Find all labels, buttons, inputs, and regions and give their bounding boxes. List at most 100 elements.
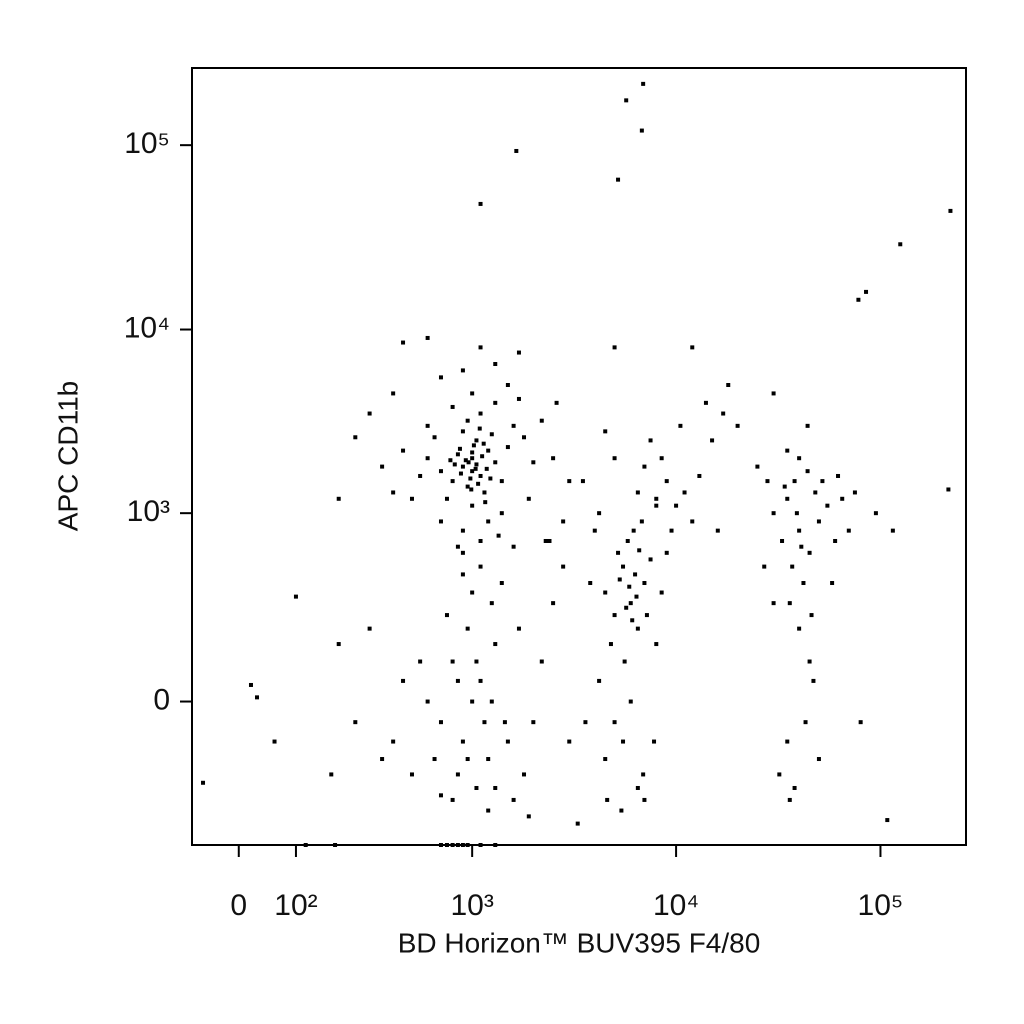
point [567, 739, 572, 744]
point [603, 590, 608, 595]
point [478, 411, 483, 416]
point [483, 500, 488, 505]
x-tick-label: 10⁴ [653, 889, 699, 922]
point [628, 601, 633, 606]
point [474, 659, 479, 664]
point [460, 528, 465, 533]
point [516, 396, 521, 401]
point [807, 550, 812, 555]
point [478, 843, 483, 847]
point [597, 511, 602, 516]
point [438, 519, 443, 524]
point [715, 528, 720, 533]
point [575, 821, 580, 826]
point [425, 699, 430, 704]
point [803, 720, 808, 725]
point [460, 368, 465, 373]
point [547, 538, 552, 543]
point [457, 446, 462, 451]
point [478, 345, 483, 350]
point [391, 391, 396, 396]
point [580, 479, 585, 484]
point [482, 490, 487, 495]
point [482, 720, 487, 725]
point [654, 642, 659, 647]
point [669, 528, 674, 533]
point [465, 626, 470, 631]
point [820, 479, 825, 484]
point [771, 511, 776, 516]
point [448, 458, 453, 463]
x-axis-label: BD Horizon™ BUV395 F4/80 [398, 927, 761, 958]
point [401, 448, 406, 453]
point [493, 843, 498, 847]
point [293, 594, 298, 599]
point [641, 772, 646, 777]
point [852, 490, 857, 495]
point [652, 739, 657, 744]
point [484, 466, 489, 471]
point [637, 548, 642, 553]
point [588, 581, 593, 586]
point [522, 772, 527, 777]
point [612, 613, 617, 618]
point [787, 601, 792, 606]
point [460, 429, 465, 434]
point [885, 818, 890, 823]
point [470, 456, 475, 461]
point [830, 581, 835, 586]
point [455, 544, 460, 549]
point [272, 739, 277, 744]
point [486, 448, 491, 453]
point [785, 739, 790, 744]
point [450, 479, 455, 484]
point [438, 469, 443, 474]
point [438, 793, 443, 798]
point [367, 411, 372, 416]
point [616, 177, 621, 182]
point [639, 128, 644, 133]
point [554, 400, 559, 405]
point [624, 98, 629, 103]
y-tick-label: 10³ [127, 495, 170, 528]
point [444, 496, 449, 501]
point [539, 418, 544, 423]
point [460, 572, 465, 577]
point [682, 490, 687, 495]
point [333, 843, 338, 847]
point [858, 720, 863, 725]
point [444, 613, 449, 618]
point [496, 533, 501, 538]
point [771, 601, 776, 606]
point [470, 469, 475, 474]
point [890, 528, 895, 533]
point [458, 471, 463, 476]
point [659, 590, 664, 595]
point [864, 289, 869, 294]
point [432, 435, 437, 440]
point [583, 720, 588, 725]
point [813, 490, 818, 495]
point [505, 383, 510, 388]
point [401, 340, 406, 345]
point [792, 785, 797, 790]
point [690, 519, 695, 524]
y-tick-label: 10⁵ [124, 127, 170, 160]
point [455, 772, 460, 777]
point [797, 456, 802, 461]
point [248, 682, 253, 687]
point [336, 496, 341, 501]
point [418, 473, 423, 478]
point [762, 564, 767, 569]
point [391, 739, 396, 744]
point [452, 462, 457, 467]
point [627, 584, 632, 589]
point [785, 448, 790, 453]
point [336, 642, 341, 647]
point [450, 404, 455, 409]
point [777, 772, 782, 777]
point [811, 678, 816, 683]
point [644, 613, 649, 618]
point [625, 538, 630, 543]
